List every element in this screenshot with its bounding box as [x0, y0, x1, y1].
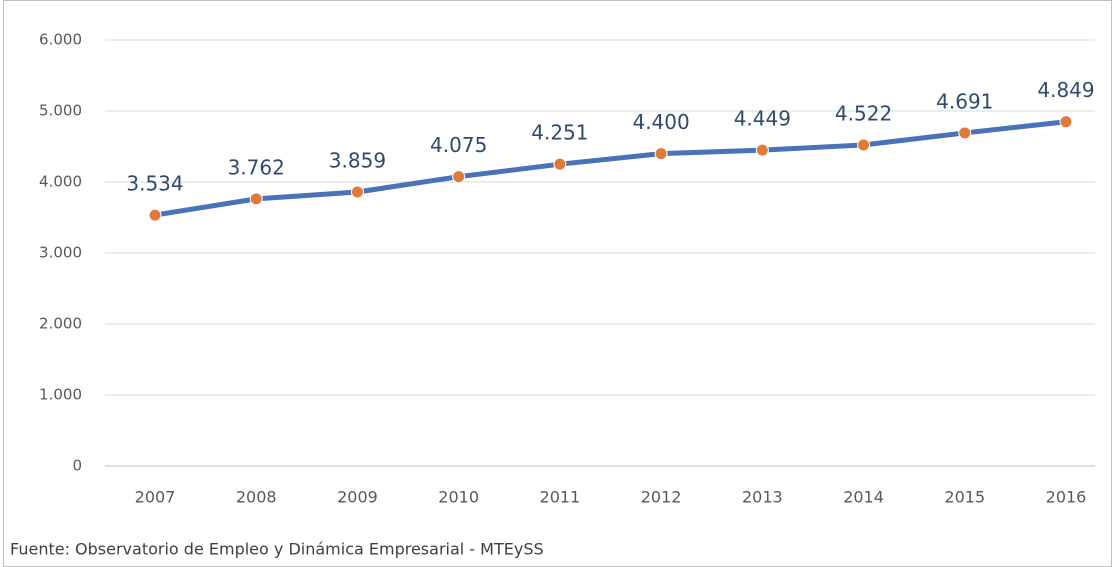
data-label: 3.859 [329, 149, 386, 173]
x-tick-label: 2015 [944, 488, 985, 507]
marker [553, 157, 567, 171]
x-tick-label: 2007 [135, 488, 176, 507]
marker [350, 185, 364, 199]
data-label: 4.251 [531, 121, 588, 145]
x-tick-label: 2008 [236, 488, 277, 507]
marker [452, 170, 466, 184]
y-tick-label: 1.000 [39, 386, 82, 404]
data-label: 4.849 [1037, 78, 1094, 102]
x-tick-label: 2010 [438, 488, 479, 507]
y-tick-label: 5.000 [39, 102, 82, 120]
marker [249, 192, 263, 206]
marker [1059, 115, 1073, 129]
y-tick-label: 0 [72, 457, 82, 475]
y-tick-label: 6.000 [39, 31, 82, 49]
data-label: 4.449 [734, 107, 791, 131]
data-label: 4.691 [936, 89, 993, 113]
x-tick-label: 2012 [641, 488, 682, 507]
data-label: 4.522 [835, 101, 892, 125]
line [154, 119, 1067, 218]
marker [654, 147, 668, 161]
data-label: 3.534 [126, 172, 183, 196]
marker [857, 138, 871, 152]
x-tick-label: 2013 [742, 488, 783, 507]
x-tick-label: 2016 [1046, 488, 1087, 507]
data-label: 4.075 [430, 133, 487, 157]
data-label: 4.400 [632, 110, 689, 134]
marker [148, 208, 162, 222]
chart-frame [3, 0, 1112, 567]
x-tick-label: 2011 [540, 488, 581, 507]
source-note: Fuente: Observatorio de Empleo y Dinámic… [10, 540, 544, 559]
marker [755, 143, 769, 157]
x-tick-label: 2009 [337, 488, 378, 507]
y-tick-label: 3.000 [39, 244, 82, 262]
x-tick-label: 2014 [843, 488, 884, 507]
y-tick-label: 2.000 [39, 315, 82, 333]
marker [958, 126, 972, 140]
data-label: 3.762 [228, 155, 285, 179]
y-tick-label: 4.000 [39, 173, 82, 191]
